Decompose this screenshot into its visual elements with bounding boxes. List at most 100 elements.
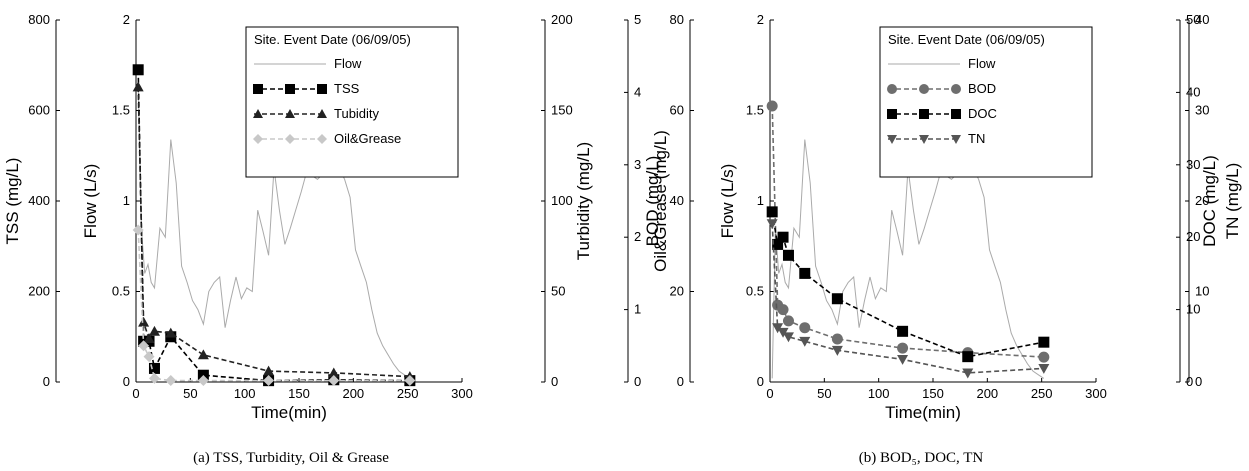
series-tubidity [132,81,416,381]
legend-label: Flow [334,56,362,71]
y-tick-label: 40 [670,193,684,208]
legend-label: TSS [334,81,360,96]
series-line [137,229,410,382]
y-axis-title-0: BOD (mg/L) [643,156,662,247]
y-tick-label: 3 [634,157,641,172]
legend-label: Flow [968,56,996,71]
y-tick-label: 4 [634,84,641,99]
y-tick-label: 20 [670,284,684,299]
data-point [897,325,909,337]
legend: Site. Event Date (06/09/05) Flow TSS Tubidi… [245,26,459,178]
x-tick-label: 250 [397,386,419,401]
y-axis-title-3: TN (mg/L) [1223,163,1242,240]
data-point [148,372,160,384]
data-point [253,84,263,94]
legend-label: BOD [968,81,996,96]
data-point [197,375,209,387]
data-point [328,367,340,378]
data-point [831,293,843,305]
y-tick-label: 0 [677,374,684,389]
y-tick-label: 0 [634,374,641,389]
x-tick-label: 150 [922,386,944,401]
x-axis-title: Time(min) [885,403,961,422]
y-tick-label: 0 [1195,374,1202,389]
data-point [799,267,811,279]
data-point [777,327,789,338]
y-axis-title-2: DOC (mg/L) [1200,155,1219,247]
data-point [782,315,794,327]
data-point [951,84,961,94]
y-tick-label: 800 [28,12,50,27]
y-tick-label: 30 [1186,157,1200,172]
y-axis-title-3: Oil&Grease (mg/L) [651,130,670,272]
chart-b: 0 50 100 150 200 250 300Time(min)020406080BOD … [643,12,1242,466]
data-point [777,304,789,316]
data-point [285,134,295,144]
data-point [766,219,778,230]
data-point [772,238,784,250]
series-doc [766,206,1050,363]
y-axis-title-1: Flow (L/s) [81,164,100,239]
y-tick-label: 2 [634,229,641,244]
y-tick-label: 10 [1195,284,1209,299]
y-tick-label: 2 [123,12,130,27]
data-point [253,134,263,144]
y-tick-label: 50 [551,284,565,299]
data-point [253,109,263,118]
y-tick-label: 0 [43,374,50,389]
series-flow [771,139,1045,379]
y-tick-label: 2 [757,12,764,27]
data-point [799,322,811,334]
data-point [887,109,897,119]
data-point [138,340,150,352]
data-point [285,84,295,94]
legend-label: Tubidity [334,106,380,121]
x-tick-label: 200 [976,386,998,401]
legend-title: Site. Event Date (06/09/05) [888,32,1045,47]
data-point [766,100,778,112]
x-tick-label: 250 [1031,386,1053,401]
data-point [165,327,177,338]
data-point [919,135,929,144]
legend-label: Oil&Grease [334,131,401,146]
y-tick-label: 0 [1186,374,1193,389]
data-point [951,109,961,119]
x-tick-label: 50 [817,386,831,401]
legend-box [245,26,459,178]
x-tick-label: 0 [132,386,139,401]
figure-caption: (b) BOD₅, DOC, TN [859,450,984,466]
y-tick-label: 0 [551,374,558,389]
data-point [197,349,209,360]
y-tick-label: 40 [1186,84,1200,99]
y-axis-title-2: Turbidity (mg/L) [574,142,593,260]
y-tick-label: 30 [1195,103,1209,118]
data-point [138,316,150,327]
x-tick-label: 200 [342,386,364,401]
y-axis-title-1: Flow (L/s) [718,164,737,239]
y-tick-label: 20 [1195,193,1209,208]
series-line [137,86,410,378]
y-tick-label: 10 [1186,302,1200,317]
series-bod [766,100,1050,363]
data-point [263,375,275,387]
x-tick-label: 0 [766,386,773,401]
data-point [143,333,155,343]
y-tick-label: 600 [28,103,50,118]
y-tick-label: 5 [634,12,641,27]
x-axis-title: Time(min) [251,403,327,422]
y-tick-label: 200 [551,12,573,27]
x-tick-label: 300 [451,386,473,401]
data-point [328,375,340,387]
data-point [782,332,794,343]
legend-label: DOC [968,106,997,121]
data-point [404,375,416,387]
y-tick-label: 1.5 [112,103,130,118]
legend-title: Site. Event Date (06/09/05) [254,32,411,47]
data-point [772,323,784,334]
y-tick-label: 20 [1186,229,1200,244]
y-tick-label: 50 [1186,12,1200,27]
x-tick-label: 100 [868,386,890,401]
y-tick-label: 1.5 [746,103,764,118]
y-tick-label: 400 [28,193,50,208]
